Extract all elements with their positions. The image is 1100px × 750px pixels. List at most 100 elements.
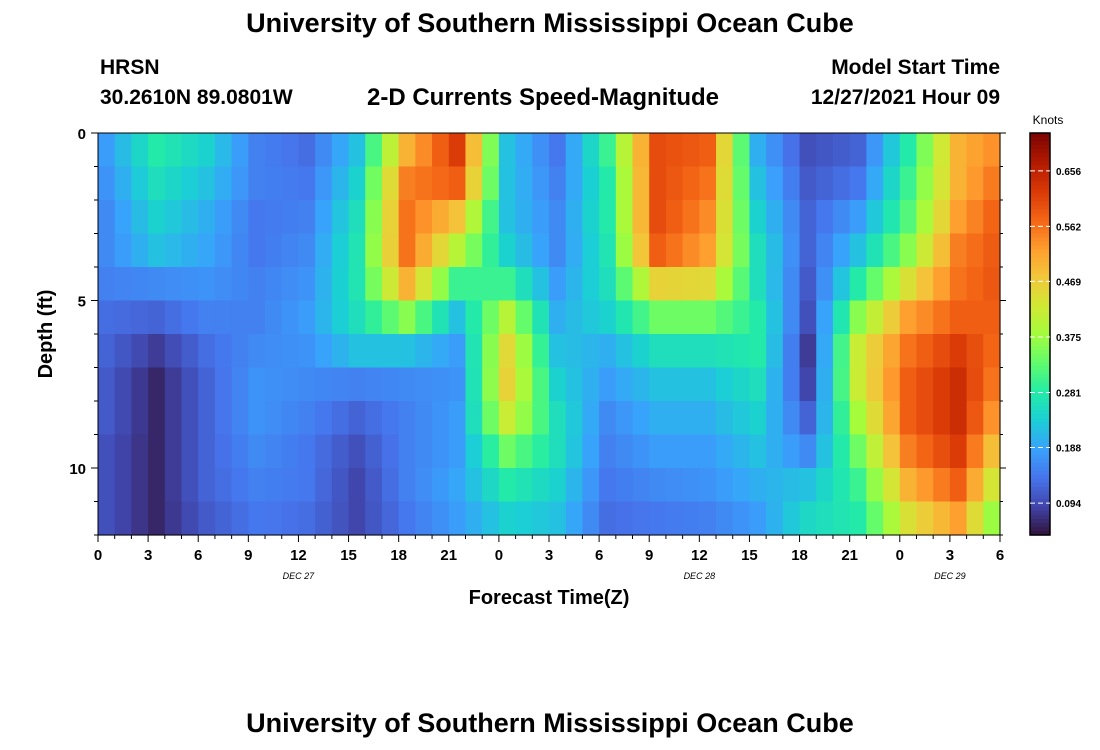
heatmap-cell	[181, 133, 199, 168]
heatmap-cell	[515, 267, 533, 302]
heatmap-cell	[832, 401, 851, 436]
heatmap-cell	[632, 133, 650, 168]
heatmap-cell	[832, 233, 851, 268]
colorbar-swatch	[1030, 301, 1050, 307]
heatmap-cell	[632, 334, 650, 369]
heatmap-cell	[365, 334, 383, 369]
heatmap-cell	[816, 434, 834, 469]
heatmap-cell	[214, 300, 233, 335]
heatmap-cell	[899, 401, 918, 436]
heatmap-cell	[214, 133, 233, 168]
heatmap-cell	[164, 334, 183, 369]
heatmap-cell	[181, 434, 199, 469]
heatmap-cell	[198, 468, 216, 503]
heatmap-cell	[298, 267, 316, 302]
heatmap-cell	[181, 401, 199, 436]
colorbar-swatch	[1030, 414, 1050, 420]
heatmap-cell	[883, 300, 901, 335]
heatmap-cell	[448, 468, 467, 503]
heatmap-cell	[883, 468, 901, 503]
colorbar-swatch	[1030, 229, 1050, 235]
heatmap-cell	[799, 367, 817, 402]
heatmap-cell	[532, 401, 550, 436]
heatmap-cell	[949, 468, 968, 503]
heatmap-cell	[933, 233, 951, 268]
heatmap-cell	[248, 468, 266, 503]
heatmap-cell	[214, 166, 233, 201]
heatmap-cell	[682, 434, 700, 469]
heatmap-cell	[582, 233, 600, 268]
heatmap-cell	[916, 334, 934, 369]
heatmap-cell	[749, 200, 767, 235]
heatmap-cell	[432, 434, 450, 469]
colorbar-swatch	[1030, 249, 1050, 255]
colorbar-swatch	[1030, 177, 1050, 182]
heatmap-cell	[632, 267, 650, 302]
heatmap-cell	[114, 468, 132, 503]
heatmap-cell	[148, 166, 166, 201]
heatmap-cell	[949, 200, 968, 235]
heatmap-cell	[599, 300, 617, 335]
heatmap-cell	[699, 267, 717, 302]
heatmap-cell	[599, 501, 617, 536]
heatmap-cell	[816, 200, 834, 235]
colorbar-swatch	[1030, 338, 1050, 343]
heatmap-cell	[248, 166, 266, 201]
heatmap-cell	[498, 468, 517, 503]
heatmap-cell	[114, 367, 132, 402]
heatmap-cell	[615, 434, 634, 469]
colorbar-swatch	[1030, 474, 1050, 480]
heatmap-cell	[916, 166, 934, 201]
heatmap-cell	[181, 367, 199, 402]
heatmap-cell	[315, 200, 333, 235]
colorbar-swatch	[1030, 257, 1050, 263]
heatmap-cell	[281, 300, 300, 335]
heatmap-cell	[582, 267, 600, 302]
colorbar-swatch	[1030, 498, 1050, 504]
heatmap-cell	[799, 501, 817, 536]
colorbar-swatch	[1030, 486, 1050, 492]
heatmap-cell	[214, 501, 233, 536]
heatmap-cell	[766, 200, 784, 235]
heatmap-cell	[649, 401, 667, 436]
heatmap-cell	[114, 267, 132, 302]
heatmap-cell	[849, 267, 867, 302]
heatmap-cell	[482, 233, 500, 268]
colorbar-swatch	[1030, 225, 1050, 231]
heatmap-cell	[164, 267, 183, 302]
heatmap-cell	[532, 367, 550, 402]
heatmap-cell	[883, 233, 901, 268]
heatmap-cell	[164, 200, 183, 235]
heatmap-cell	[582, 334, 600, 369]
heatmap-cell	[432, 334, 450, 369]
heatmap-cell	[649, 267, 667, 302]
heatmap-cell	[515, 468, 533, 503]
heatmap-cell	[98, 401, 116, 436]
heatmap-cell	[448, 267, 467, 302]
heatmap-cell	[198, 133, 216, 168]
heatmap-cell	[899, 468, 918, 503]
heatmap-cell	[164, 300, 183, 335]
colorbar-swatch	[1030, 442, 1050, 448]
heatmap-cell	[148, 334, 166, 369]
heatmap-cell	[782, 334, 801, 369]
heatmap-cell	[164, 501, 183, 536]
heatmap-cell	[214, 334, 233, 369]
colorbar-swatch	[1030, 450, 1050, 456]
heatmap-cell	[899, 133, 918, 168]
colorbar-swatch	[1030, 502, 1050, 508]
heatmap-cell	[832, 133, 851, 168]
heatmap-cell	[248, 267, 266, 302]
model-start-time: 12/27/2021 Hour 09	[810, 86, 1000, 109]
heatmap-cell	[983, 401, 1001, 436]
heatmap-cell	[365, 233, 383, 268]
heatmap-cell	[549, 367, 567, 402]
heatmap-cell	[448, 200, 467, 235]
heatmap-cell	[515, 367, 533, 402]
heatmap-cell	[515, 501, 533, 536]
heatmap-cell	[766, 233, 784, 268]
heatmap-cell	[298, 300, 316, 335]
heatmap-cell	[549, 200, 567, 235]
heatmap-cell	[549, 300, 567, 335]
heatmap-cell	[699, 166, 717, 201]
